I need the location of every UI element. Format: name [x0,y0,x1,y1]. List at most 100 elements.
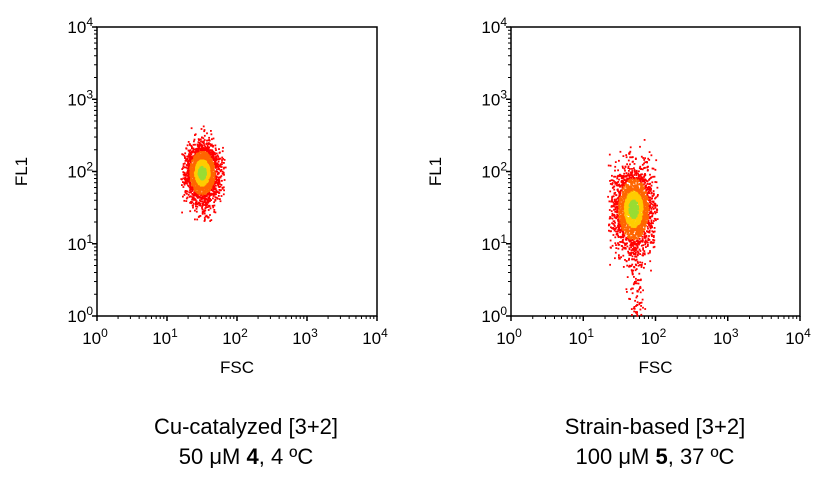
chart1-data-point [199,155,201,158]
chart1-data-point [185,158,188,161]
chart2-data-point [633,167,635,170]
chart1-data-point [211,138,213,141]
chart1-data-point [213,201,215,204]
chart2-data-point [615,198,618,201]
chart1-data-point [194,199,197,201]
chart2-data-point [633,241,635,243]
chart2-data-point [649,177,652,179]
chart2-data-point [642,223,645,226]
chart2-data-point [647,207,650,210]
chart2-data-point [635,280,637,283]
chart2-data-point [641,168,644,171]
chart1-data-point [188,166,191,169]
chart2-data-point [639,240,642,243]
chart1-data-point [208,204,211,207]
chart1-data-point [185,197,188,200]
chart1-data-point [203,139,206,141]
chart1-data-point [210,181,212,184]
chart2-data-point [636,208,639,211]
chart2-data-point [611,179,614,182]
chart2-data-point [638,243,640,246]
chart2-data-point [642,157,645,159]
chart1-data-point [205,214,208,217]
chart2-data-point [635,186,637,189]
chart2-data-point [650,222,652,225]
chart2-data-point [642,247,644,249]
chart2-data-point [644,187,646,190]
chart2-data-point [636,260,639,263]
chart2-data-point [637,190,640,193]
chart1-data-point [215,152,218,155]
chart2-data-point [642,221,645,224]
chart2-data-point [619,231,621,234]
chart1-data-point [189,144,191,146]
chart2-data-point [623,167,626,170]
chart1-data-point [194,143,196,146]
chart1-data-point [212,195,215,197]
chart2-data-point [648,190,650,193]
chart2-data-point [635,218,638,220]
chart2-data-point [635,224,638,227]
chart2-data-point [644,173,646,175]
chart2-data-point [625,174,628,177]
chart2-data-point [637,262,639,264]
chart1-data-point [200,140,202,143]
chart2-data-point [636,246,639,249]
chart2-data-point [637,264,640,267]
chart2-data-point [628,264,631,267]
chart2-data-point [649,227,652,230]
chart2-data-point [639,250,642,252]
chart1-data-point [197,141,200,144]
chart2-data-point [620,189,623,192]
chart1-data-point [206,139,208,142]
chart1-data-point [212,144,215,147]
chart2-data-point [610,210,613,212]
chart2-data-point [624,189,627,191]
chart1-data-point [207,204,210,207]
chart2-data-point [650,220,653,223]
chart2-data-point [650,202,652,205]
chart1-data-point [217,163,220,166]
chart1-data-point [213,182,216,185]
chart1-data-point [218,165,221,168]
chart2-data-point [647,239,650,241]
chart2-data-point [629,192,632,195]
chart1-data-point [212,145,214,148]
chart2-data-point [642,306,644,309]
chart2-data-point [625,203,627,206]
chart2-data-point [619,199,622,202]
chart1-data-point [217,160,220,163]
chart1-data-point [205,158,208,161]
chart2-data-point [612,180,615,182]
chart2-data-point [634,251,637,254]
chart1-data-point [214,196,217,199]
chart2-data-point [611,222,613,225]
chart1-data-point [196,218,199,221]
chart2-data-point [613,208,616,211]
chart2-data-point [618,256,620,259]
chart1-data-point [201,136,203,139]
chart2-data-point [628,205,631,207]
chart2-data-point [618,178,620,181]
chart2-data-point [643,174,646,176]
chart2-data-point [616,203,619,205]
chart2-data-point [624,205,627,208]
chart2-data-point [634,255,636,258]
chart2-data-point [631,195,634,198]
chart2-data-point [619,193,622,196]
chart1-data-point [217,156,220,158]
chart2-data-point [641,173,643,176]
chart2-data-point [633,282,636,284]
chart1-data-point [194,189,197,192]
chart2-data-point [622,206,624,209]
chart2-data-point [618,226,620,229]
chart2-data-point [628,297,630,300]
chart1-data-point [222,172,225,175]
chart2-data-point [630,179,633,181]
chart2-data-point [650,269,652,272]
chart2-data-point [630,251,633,254]
chart2-data-point [652,201,655,204]
chart2-data-point [644,215,647,218]
chart1-data-point [190,200,192,203]
